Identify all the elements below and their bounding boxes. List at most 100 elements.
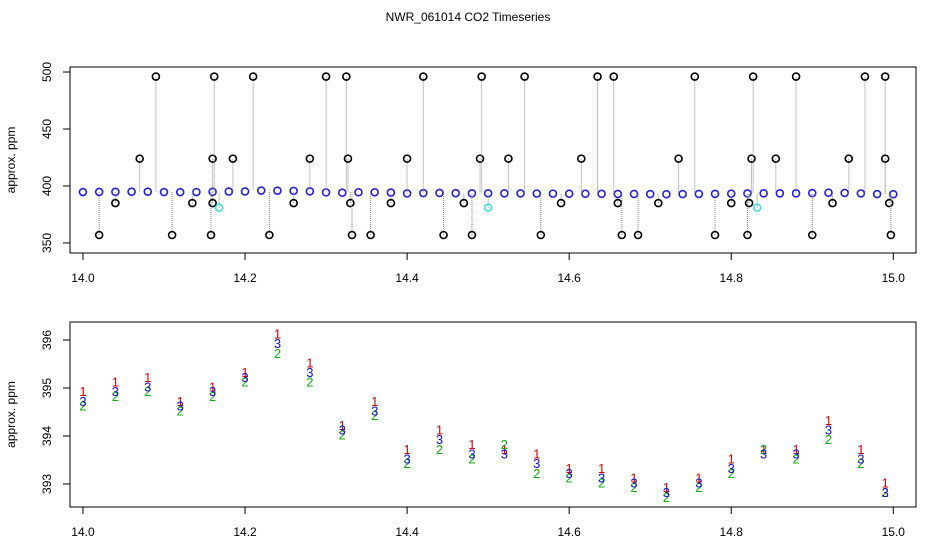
y-tick-label: 395 [40, 378, 54, 398]
x-tick-label: 14.6 [557, 271, 581, 285]
x-tick-label: 15.0 [882, 271, 906, 285]
point-marker: 3 [566, 466, 573, 481]
x-tick-label: 14.0 [71, 271, 95, 285]
point-marker: 3 [144, 379, 151, 394]
point [209, 72, 219, 81]
point [439, 230, 448, 240]
point-marker: 2 [177, 403, 184, 418]
point [94, 230, 104, 240]
point [435, 188, 444, 198]
point [872, 189, 882, 199]
point-marker: 2 [79, 399, 86, 414]
point [78, 187, 88, 197]
point [459, 198, 469, 208]
point [828, 198, 837, 208]
point-marker: 2 [533, 466, 540, 481]
point [504, 154, 513, 163]
point-marker: 3 [306, 365, 313, 380]
point-marker: 1 [695, 471, 702, 486]
point [305, 187, 315, 196]
x-tick-label: 14.2 [233, 525, 257, 539]
point [807, 230, 817, 240]
point-marker: 1 [882, 475, 889, 490]
point-marker: 3 [274, 336, 281, 351]
point-marker: 1 [436, 423, 443, 438]
point-marker: 3 [857, 451, 864, 466]
x-tick-label: 14.4 [395, 271, 419, 285]
point-marker: 2 [882, 485, 889, 500]
point [273, 186, 282, 195]
point [536, 230, 546, 240]
point [467, 230, 477, 240]
point [516, 189, 525, 198]
point [206, 230, 216, 240]
point-marker: 3 [695, 475, 702, 490]
point [597, 189, 606, 199]
point [402, 154, 412, 163]
point [617, 230, 627, 240]
point [771, 154, 781, 163]
point-marker: 1 [825, 413, 832, 428]
point-marker: 3 [436, 432, 443, 447]
point [556, 198, 566, 208]
point [710, 230, 720, 240]
point-marker: 3 [533, 456, 540, 471]
point [321, 72, 331, 81]
point [613, 189, 623, 199]
point [629, 189, 639, 199]
point [747, 154, 756, 163]
x-tick-label: 15.0 [882, 525, 906, 539]
point [520, 72, 529, 81]
plot-frame [69, 66, 917, 254]
point-marker: 3 [177, 399, 184, 414]
point-marker: 1 [598, 461, 605, 476]
point-marker: 3 [630, 475, 637, 490]
point [135, 154, 144, 163]
point [127, 187, 136, 196]
point-marker: 1 [177, 394, 184, 409]
y-tick-label: 394 [40, 426, 54, 446]
point-marker: 3 [792, 447, 799, 462]
point-marker: 1 [241, 365, 248, 380]
point [224, 187, 234, 196]
point [289, 198, 298, 208]
point [305, 154, 315, 163]
point-marker: 2 [695, 480, 702, 495]
point [214, 203, 224, 212]
point-marker: 3 [501, 447, 508, 462]
point [884, 198, 894, 208]
point [743, 230, 752, 240]
point [419, 72, 428, 81]
x-tick-label: 14.6 [557, 525, 581, 539]
point-marker: 2 [209, 389, 216, 404]
point [694, 189, 704, 199]
point-marker: 3 [371, 403, 378, 418]
point [775, 188, 785, 198]
point [609, 72, 619, 81]
chart-title: NWR_061014 CO2 Timeseries [386, 10, 551, 24]
point [593, 72, 602, 81]
point-marker: 1 [760, 442, 767, 457]
point [256, 186, 266, 195]
point-marker: 1 [566, 461, 573, 476]
point [188, 198, 197, 208]
point [475, 154, 485, 163]
point [347, 230, 357, 240]
point [633, 230, 643, 240]
point-marker: 1 [209, 379, 216, 394]
point [752, 203, 762, 212]
point [248, 72, 258, 81]
point-marker: 3 [339, 423, 346, 438]
point-marker: 2 [339, 427, 346, 442]
plot-frame [69, 321, 917, 508]
point-marker: 2 [857, 456, 864, 471]
point [483, 203, 493, 212]
point [208, 198, 217, 208]
point-marker: 3 [241, 370, 248, 385]
point-marker: 1 [468, 437, 475, 452]
point-marker: 1 [857, 442, 864, 457]
point [759, 188, 768, 198]
point [451, 188, 461, 198]
point-marker: 1 [79, 384, 86, 399]
